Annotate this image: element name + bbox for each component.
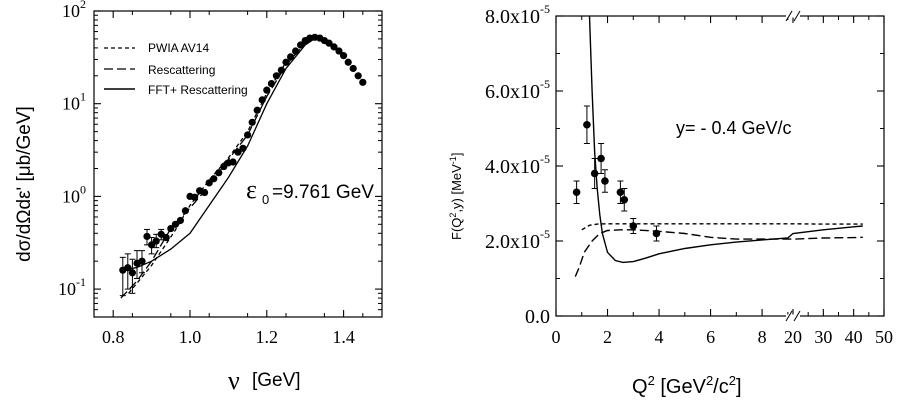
left-data-point [354, 72, 362, 80]
right-xtick-label: 2 [603, 327, 612, 347]
left-data-point [191, 193, 199, 201]
energy-subscript: 0 [262, 192, 269, 207]
left-data-point [340, 52, 348, 60]
legend-label-fft: FFT+ Rescattering [148, 83, 248, 97]
right-panel: 0 2 4 6 8 20 30 40 50 0.0 2.0x10-5 4.0x10-5 6.0x10-5… [448, 2, 893, 398]
right-ytick-label: 4.0x10-5 [485, 152, 550, 178]
right-curve-long-dash [574, 229, 863, 277]
right-data-point [590, 169, 599, 178]
right-data-point [616, 188, 625, 197]
y-value-annotation: y= - 0.4 GeV/c [676, 118, 792, 138]
legend-label-rescattering: Rescattering [148, 63, 215, 77]
left-data-point [296, 41, 305, 49]
legend-label-pwia: PWIA AV14 [148, 41, 209, 55]
left-ylabel: dσ/dΩdε' [μb/GeV] [14, 106, 35, 262]
right-xtick-label: 50 [875, 327, 893, 347]
left-data-point [330, 43, 338, 51]
left-data-point [143, 232, 151, 241]
left-legend: PWIA AV14 Rescattering FFT+ Rescattering [104, 41, 248, 97]
right-curve-solid [588, 15, 863, 264]
right-curve-short-dash [581, 223, 863, 231]
right-data-point [601, 177, 609, 185]
right-xtick-label: 20 [784, 327, 802, 347]
left-data-point [128, 269, 136, 277]
right-xtick-label: 30 [814, 327, 832, 347]
left-data-point [200, 188, 209, 197]
left-data-point [263, 86, 271, 94]
left-ytick-label: 101 [62, 90, 86, 114]
left-data-point [152, 237, 160, 245]
right-ytick-label: 6.0x10-5 [485, 77, 550, 103]
right-ytick-label: 8.0x10-5 [485, 2, 550, 28]
right-series [572, 15, 863, 277]
left-xtick-label: 1.2 [256, 327, 279, 347]
left-curve-fft-rescattering [120, 36, 318, 271]
left-xlabel-unit: [GeV] [252, 370, 301, 391]
left-data-point [344, 58, 352, 66]
left-data-point [229, 158, 237, 166]
energy-symbol: ε [246, 175, 257, 204]
left-ytick-label: 102 [62, 0, 86, 21]
left-data-point [205, 179, 213, 187]
left-data-point [138, 257, 146, 265]
axis-break-top [785, 10, 801, 22]
left-xlabel-symbol: ν [228, 366, 240, 395]
right-data-point [572, 188, 581, 197]
right-plot-frame [555, 15, 885, 317]
right-data-point [620, 195, 629, 204]
left-data-point [349, 64, 357, 73]
left-data-point [181, 207, 189, 215]
left-xtick-label: 1.4 [332, 327, 355, 347]
right-axes: 0 2 4 6 8 20 30 40 50 0.0 2.0x10-5 4.0x10-5 6.0x10-5… [485, 2, 893, 347]
left-data-point [335, 47, 343, 55]
left-curve-pwia-av14 [128, 36, 317, 294]
left-data-point [325, 39, 333, 47]
right-ytick-label: 2.0x10-5 [485, 227, 550, 253]
left-axes: 0.8 1.0 1.2 1.4 10-1 100 101 102 [58, 0, 382, 347]
right-xtick-label: 40 [845, 327, 863, 347]
right-data-point [597, 154, 605, 163]
axis-break-bottom [785, 310, 801, 322]
right-ytick-label: 0.0 [525, 306, 550, 328]
left-data-point [359, 78, 367, 86]
right-data-point [583, 120, 591, 129]
right-xtick-label: 4 [655, 327, 664, 347]
left-series [119, 33, 367, 299]
left-ytick-label: 100 [62, 182, 86, 206]
left-xtick-label: 1.0 [179, 327, 202, 347]
right-xlabel: Q2 [GeV2/c2] [632, 373, 742, 398]
left-curve-rescattering [120, 36, 317, 299]
left-plot-frame [93, 10, 383, 318]
left-xtick-label: 0.8 [102, 327, 125, 347]
left-ytick-label: 10-1 [58, 275, 86, 299]
right-xtick-label: 6 [706, 327, 715, 347]
right-xtick-label: 8 [758, 327, 767, 347]
left-panel: 0.8 1.0 1.2 1.4 10-1 100 101 102 PWIA AV14 Resc… [14, 0, 383, 395]
energy-value: =9.761 GeV [272, 182, 374, 203]
right-ylabel: F(Q2,y) [MeV-1] [448, 153, 464, 240]
right-xtick-label: 0 [552, 327, 561, 347]
